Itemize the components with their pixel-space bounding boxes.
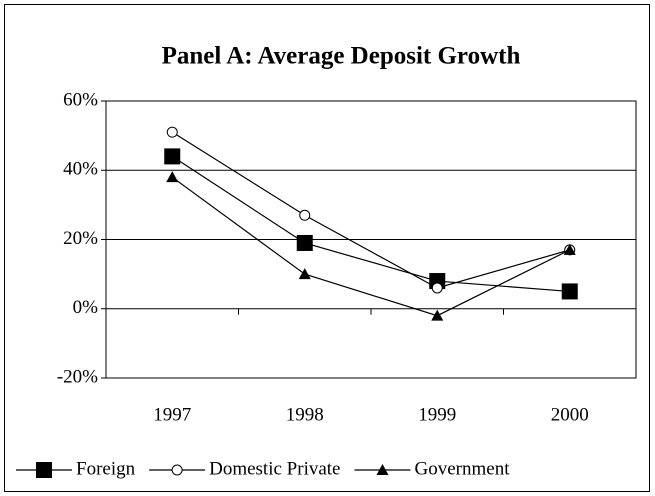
y-tick-label: 60%: [63, 89, 98, 110]
series-line: [171, 131, 570, 289]
chart-border: [4, 4, 650, 492]
legend-marker: [376, 464, 389, 475]
data-point: [296, 234, 313, 251]
legend-label: Government: [415, 458, 511, 479]
data-point: [298, 268, 311, 280]
legend-marker: [36, 462, 52, 478]
legend-marker: [171, 464, 183, 476]
x-tick-label: 1998: [286, 404, 324, 425]
data-point: [431, 309, 444, 321]
y-tick-label: 20%: [63, 228, 98, 249]
series-line: [171, 155, 570, 293]
x-tick-label: 1997: [153, 404, 191, 425]
data-point: [166, 126, 178, 138]
data-point: [164, 148, 181, 165]
y-tick-label: 0%: [73, 297, 99, 318]
legend-label: Foreign: [76, 458, 136, 479]
data-point: [166, 171, 179, 183]
x-tick-label: 2000: [551, 404, 589, 425]
series-line: [171, 176, 571, 317]
chart-title: Panel A: Average Deposit Growth: [162, 43, 521, 70]
data-point: [431, 282, 443, 294]
data-point: [561, 283, 578, 300]
y-tick-label: 40%: [63, 159, 98, 180]
x-tick-label: 1999: [418, 404, 456, 425]
data-point: [299, 209, 311, 221]
legend-label: Domestic Private: [209, 458, 340, 479]
data-point: [563, 243, 576, 255]
y-tick-label: -20%: [57, 366, 98, 387]
